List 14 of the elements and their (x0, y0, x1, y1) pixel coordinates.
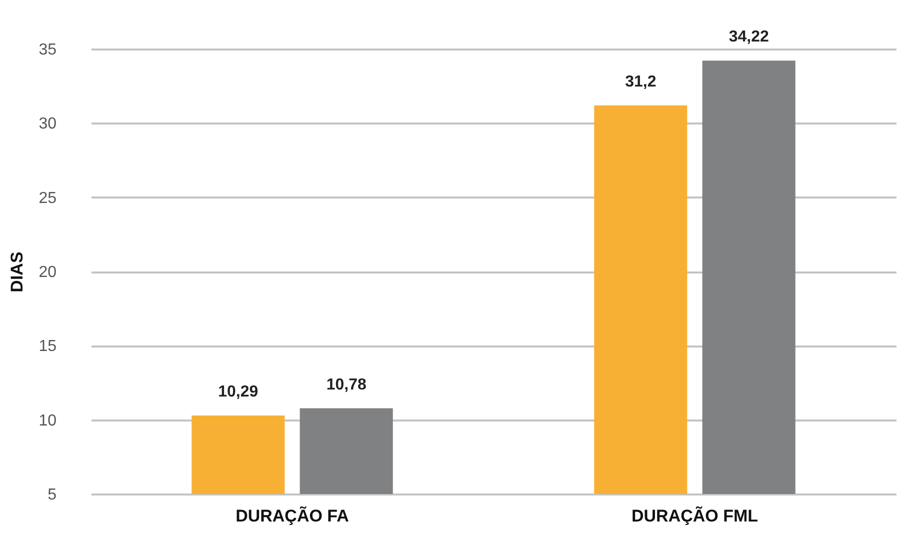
y-tick-label: 20 (38, 264, 57, 281)
y-tick-label: 15 (38, 338, 57, 356)
y-axis-title: DIAS (8, 252, 27, 292)
data-label: 10,78 (326, 376, 366, 394)
y-tick-label: 10 (38, 412, 57, 430)
data-label: 34,22 (728, 28, 769, 46)
data-label: 10,29 (218, 384, 258, 401)
y-tick-label: 30 (38, 116, 57, 133)
y-tick-label: 35 (38, 42, 57, 58)
data-label: 31,2 (625, 73, 656, 90)
y-tick-label: 25 (38, 190, 57, 207)
y-tick-label: 5 (48, 486, 57, 504)
x-tick-label: DURAÇÃO FML (631, 506, 758, 526)
x-tick-label: DURAÇÃO FA (236, 506, 349, 526)
